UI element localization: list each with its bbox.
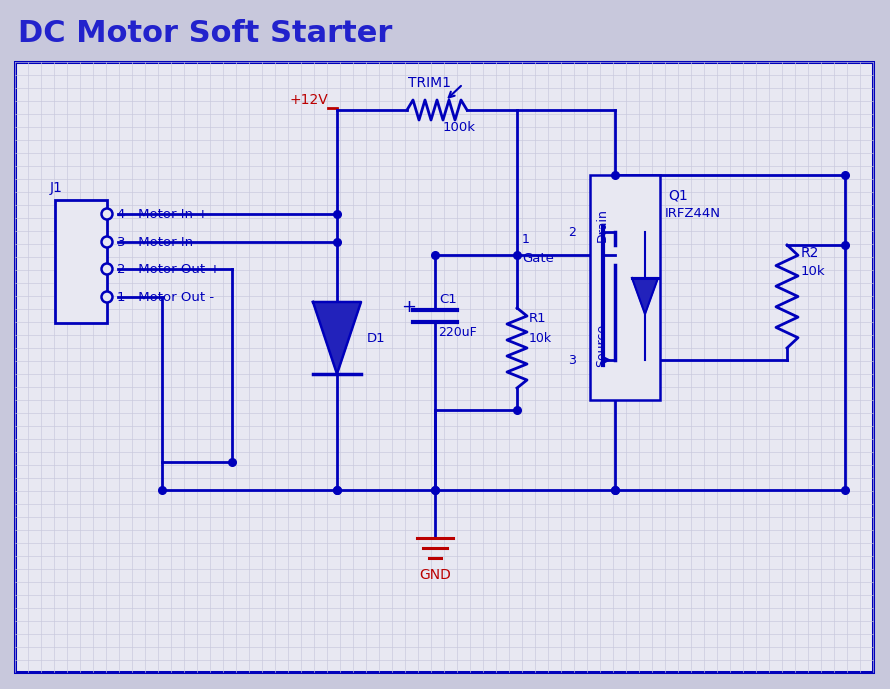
Text: TRIM1: TRIM1 (408, 76, 451, 90)
Circle shape (101, 263, 112, 274)
Text: Q1: Q1 (668, 188, 688, 202)
Text: 3: 3 (568, 353, 576, 367)
Circle shape (101, 209, 112, 220)
Bar (15, 62, 873, 672)
Text: GND: GND (419, 568, 451, 582)
Polygon shape (313, 302, 361, 374)
Bar (590, 175, 660, 400)
Text: 4   Motor In +: 4 Motor In + (117, 207, 208, 220)
Text: 2: 2 (568, 225, 576, 238)
Text: 2   Motor Out +: 2 Motor Out + (117, 263, 221, 276)
Text: Drain: Drain (595, 208, 609, 242)
Bar (55, 200, 107, 323)
Text: D1: D1 (367, 331, 385, 344)
Text: 220uF: 220uF (438, 325, 477, 338)
Text: C1: C1 (439, 293, 457, 305)
Text: DC Motor Soft Starter: DC Motor Soft Starter (18, 19, 392, 48)
Text: J1: J1 (50, 181, 63, 195)
Text: 3   Motor In -: 3 Motor In - (117, 236, 202, 249)
Text: 1: 1 (522, 232, 530, 245)
Text: R1: R1 (529, 311, 546, 325)
Circle shape (101, 236, 112, 247)
Text: 1   Motor Out -: 1 Motor Out - (117, 291, 214, 303)
Text: +12V: +12V (289, 93, 328, 107)
Text: R2: R2 (801, 246, 820, 260)
Text: Source: Source (595, 323, 609, 367)
Text: IRFZ44N: IRFZ44N (665, 207, 721, 220)
Text: 10k: 10k (801, 265, 826, 278)
Polygon shape (632, 278, 658, 314)
Text: Gate: Gate (522, 251, 554, 265)
Text: 10k: 10k (529, 331, 552, 344)
Circle shape (101, 291, 112, 302)
Text: 100k: 100k (443, 121, 476, 134)
Text: +: + (401, 298, 416, 316)
